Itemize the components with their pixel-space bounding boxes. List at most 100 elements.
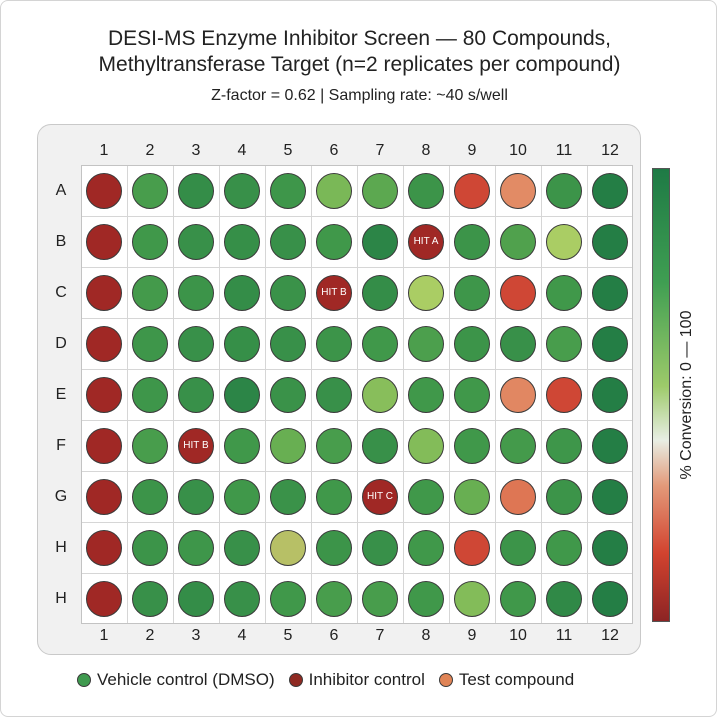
- well: [362, 580, 398, 617]
- hit-label: HIT B: [183, 440, 209, 451]
- well: [224, 478, 260, 515]
- well: [454, 172, 490, 209]
- hit-label: HIT B: [321, 287, 347, 298]
- well: [224, 223, 260, 260]
- well: [500, 172, 536, 209]
- well: [132, 529, 168, 566]
- well: [270, 580, 306, 617]
- well: [132, 223, 168, 260]
- row-label: D: [55, 334, 67, 352]
- well: [270, 529, 306, 566]
- grid-line-vertical: [127, 166, 128, 623]
- grid-line-horizontal: [82, 216, 632, 217]
- well: [592, 325, 628, 362]
- well: [408, 478, 444, 515]
- column-label-top: 10: [509, 142, 527, 159]
- well: HIT C: [362, 478, 398, 515]
- well: [500, 478, 536, 515]
- well: [224, 580, 260, 617]
- grid-line-horizontal: [82, 267, 632, 268]
- row-label: H: [55, 538, 67, 556]
- well: [592, 478, 628, 515]
- legend-item-vehicle: Vehicle control (DMSO): [77, 670, 275, 690]
- well: [316, 325, 352, 362]
- legend-item-test: Test compound: [438, 670, 574, 690]
- well: [592, 376, 628, 413]
- well: [316, 223, 352, 260]
- column-label-bottom: 11: [555, 627, 573, 644]
- grid-line-vertical: [541, 166, 542, 623]
- well: [132, 172, 168, 209]
- well: [546, 580, 582, 617]
- row-label: A: [55, 181, 67, 199]
- well: [178, 478, 214, 515]
- colorbar-label: % Conversion: 0 — 100: [678, 310, 695, 480]
- well: [224, 274, 260, 311]
- grid-line-horizontal: [82, 522, 632, 523]
- well: [408, 274, 444, 311]
- column-label-bottom: 3: [191, 627, 201, 644]
- well: [592, 580, 628, 617]
- well: HIT A: [408, 223, 444, 260]
- column-label-bottom: 12: [601, 627, 619, 644]
- well: [316, 478, 352, 515]
- well: [454, 325, 490, 362]
- column-label-bottom: 5: [283, 627, 293, 644]
- grid-line-vertical: [449, 166, 450, 623]
- column-label-top: 12: [601, 142, 619, 159]
- well: [592, 529, 628, 566]
- column-label-top: 6: [329, 142, 339, 159]
- column-label-bottom: 8: [421, 627, 431, 644]
- chart-title-line-2: Methyltransferase Target (n=2 replicates…: [98, 53, 621, 76]
- well: [270, 274, 306, 311]
- well-grid: [81, 165, 633, 624]
- well: [132, 580, 168, 617]
- grid-line-horizontal: [82, 318, 632, 319]
- well: [592, 427, 628, 464]
- row-label: C: [55, 283, 67, 301]
- column-label-bottom: 10: [509, 627, 527, 644]
- column-label-top: 11: [555, 142, 573, 159]
- well: [362, 325, 398, 362]
- legend-label-vehicle: Vehicle control (DMSO): [97, 670, 275, 689]
- well: [408, 529, 444, 566]
- grid-line-vertical: [495, 166, 496, 623]
- column-label-top: 7: [375, 142, 385, 159]
- well: [408, 427, 444, 464]
- well: [178, 274, 214, 311]
- well: [224, 529, 260, 566]
- well: [270, 172, 306, 209]
- well: [408, 325, 444, 362]
- well: [592, 172, 628, 209]
- well: [224, 427, 260, 464]
- well: [408, 376, 444, 413]
- well: [362, 223, 398, 260]
- well: [224, 172, 260, 209]
- well: [270, 223, 306, 260]
- well: [132, 274, 168, 311]
- grid-line-vertical: [219, 166, 220, 623]
- well: [454, 376, 490, 413]
- hit-label: HIT A: [413, 236, 439, 247]
- well: [86, 325, 122, 362]
- well: [86, 274, 122, 311]
- well: [362, 172, 398, 209]
- column-label-top: 9: [467, 142, 477, 159]
- well: [592, 223, 628, 260]
- well: [86, 529, 122, 566]
- well: [408, 580, 444, 617]
- hit-label: HIT C: [367, 491, 393, 502]
- well: [546, 274, 582, 311]
- legend: Vehicle control (DMSO) Inhibitor control…: [77, 668, 588, 692]
- well: [546, 427, 582, 464]
- column-label-bottom: 2: [145, 627, 155, 644]
- well: [546, 223, 582, 260]
- well: [86, 478, 122, 515]
- column-label-bottom: 7: [375, 627, 385, 644]
- well: [546, 376, 582, 413]
- row-label: G: [54, 487, 68, 505]
- well: [86, 376, 122, 413]
- well: HIT B: [178, 427, 214, 464]
- well: [178, 223, 214, 260]
